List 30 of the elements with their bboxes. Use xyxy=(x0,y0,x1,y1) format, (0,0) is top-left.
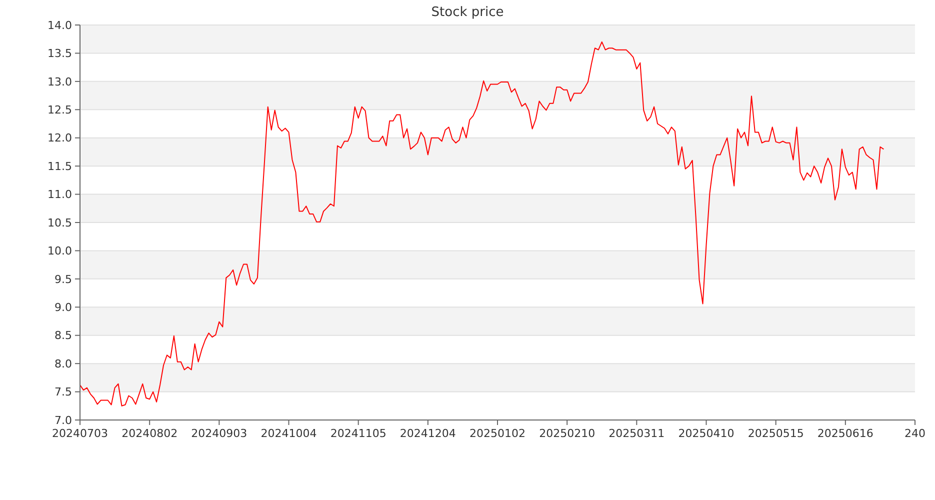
x-tick-label: 20250311 xyxy=(608,427,665,440)
x-tick-label: 20250410 xyxy=(678,427,734,440)
y-tick-label: 10.0 xyxy=(48,244,72,258)
y-tick-label: 7.0 xyxy=(54,414,72,427)
y-tick-label: 9.5 xyxy=(54,272,72,286)
x-tick-label: 20241004 xyxy=(260,427,317,440)
x-tick-label: 20241105 xyxy=(330,427,386,440)
x-tick-label: 20240703 xyxy=(52,427,108,440)
x-tick-label: 20240903 xyxy=(191,427,248,440)
y-tick-label: 8.5 xyxy=(54,329,72,342)
y-tick-label: 12.0 xyxy=(48,132,72,145)
y-tick-label: 13.5 xyxy=(48,47,72,60)
x-tick-label: 240 xyxy=(904,427,926,440)
y-tick-label: 8.0 xyxy=(54,357,72,370)
y-tick-label: 13.0 xyxy=(48,75,72,88)
chart-title: Stock price xyxy=(431,5,504,20)
x-tick-label: 20241204 xyxy=(400,427,456,440)
y-tick-label: 12.5 xyxy=(48,103,72,116)
y-tick-label: 14.0 xyxy=(48,18,72,32)
y-tick-label: 11.0 xyxy=(48,188,72,202)
x-tick-label: 20250616 xyxy=(817,427,874,440)
line-series xyxy=(80,41,884,406)
x-tick-label: 20250210 xyxy=(539,427,596,440)
y-tick-label: 7.5 xyxy=(54,386,72,399)
y-tick-label: 10.5 xyxy=(48,216,72,230)
x-tick-label: 20250102 xyxy=(470,427,526,440)
x-tick-label: 20250515 xyxy=(748,427,804,440)
y-tick-label: 9.0 xyxy=(54,300,72,314)
x-tick-label: 20240802 xyxy=(122,427,178,440)
y-tick-label: 11.5 xyxy=(48,160,72,173)
